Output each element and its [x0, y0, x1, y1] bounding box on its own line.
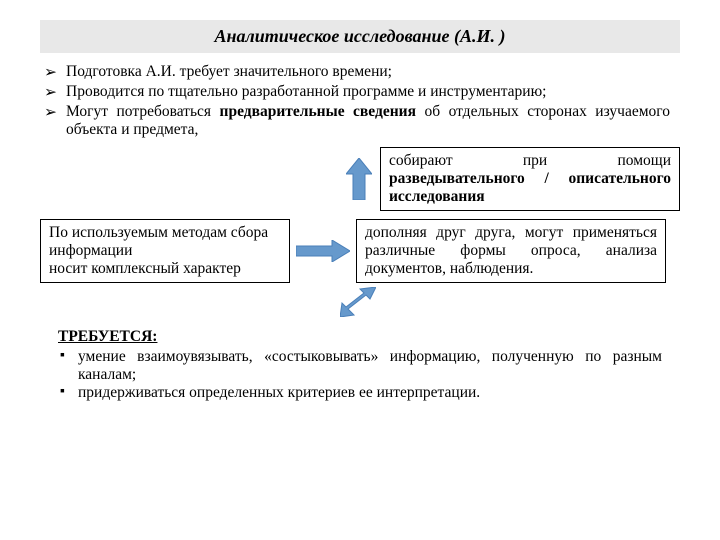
requirements-list: умение взаимоувязывать, «состыковывать» … [58, 348, 662, 402]
box-forms: дополняя друг друга, могут применяться р… [356, 219, 666, 283]
arrow-downleft-icon [340, 287, 376, 317]
arrow-right-icon [296, 240, 350, 262]
requirement-1: умение взаимоувязывать, «состыковывать» … [76, 348, 662, 384]
requirements-head: ТРЕБУЕТСЯ: [58, 328, 662, 346]
box-collect: собирают при помощи разведывательного / … [380, 147, 680, 211]
requirement-2: придерживаться определенных критериев ее… [76, 384, 662, 402]
bullet-1: Подготовка А.И. требует значительного вр… [64, 63, 670, 81]
arrow-downleft-row [340, 287, 680, 322]
bullet-3: Могут потребоваться предварительные свед… [64, 103, 670, 139]
bullet-3-pre: Могут потребоваться [66, 103, 220, 120]
row-middle: По используемым методам сбора информации… [40, 219, 680, 283]
box-methods: По используемым методам сбора информации… [40, 219, 290, 283]
box-collect-bold: разведывательного / описательного исслед… [389, 170, 671, 205]
bullet-3-bold: предварительные сведения [220, 103, 416, 120]
requirements-block: ТРЕБУЕТСЯ: умение взаимоувязывать, «сост… [58, 328, 662, 402]
arrow-up-icon [346, 158, 372, 200]
page-title: Аналитическое исследование (А.И. ) [40, 20, 680, 53]
row-arrow-up: собирают при помощи разведывательного / … [40, 147, 680, 211]
box-collect-pre: собирают при помощи [389, 152, 671, 169]
top-bullet-list: Подготовка А.И. требует значительного вр… [40, 63, 680, 139]
bullet-2: Проводится по тщательно разработанной пр… [64, 83, 670, 101]
